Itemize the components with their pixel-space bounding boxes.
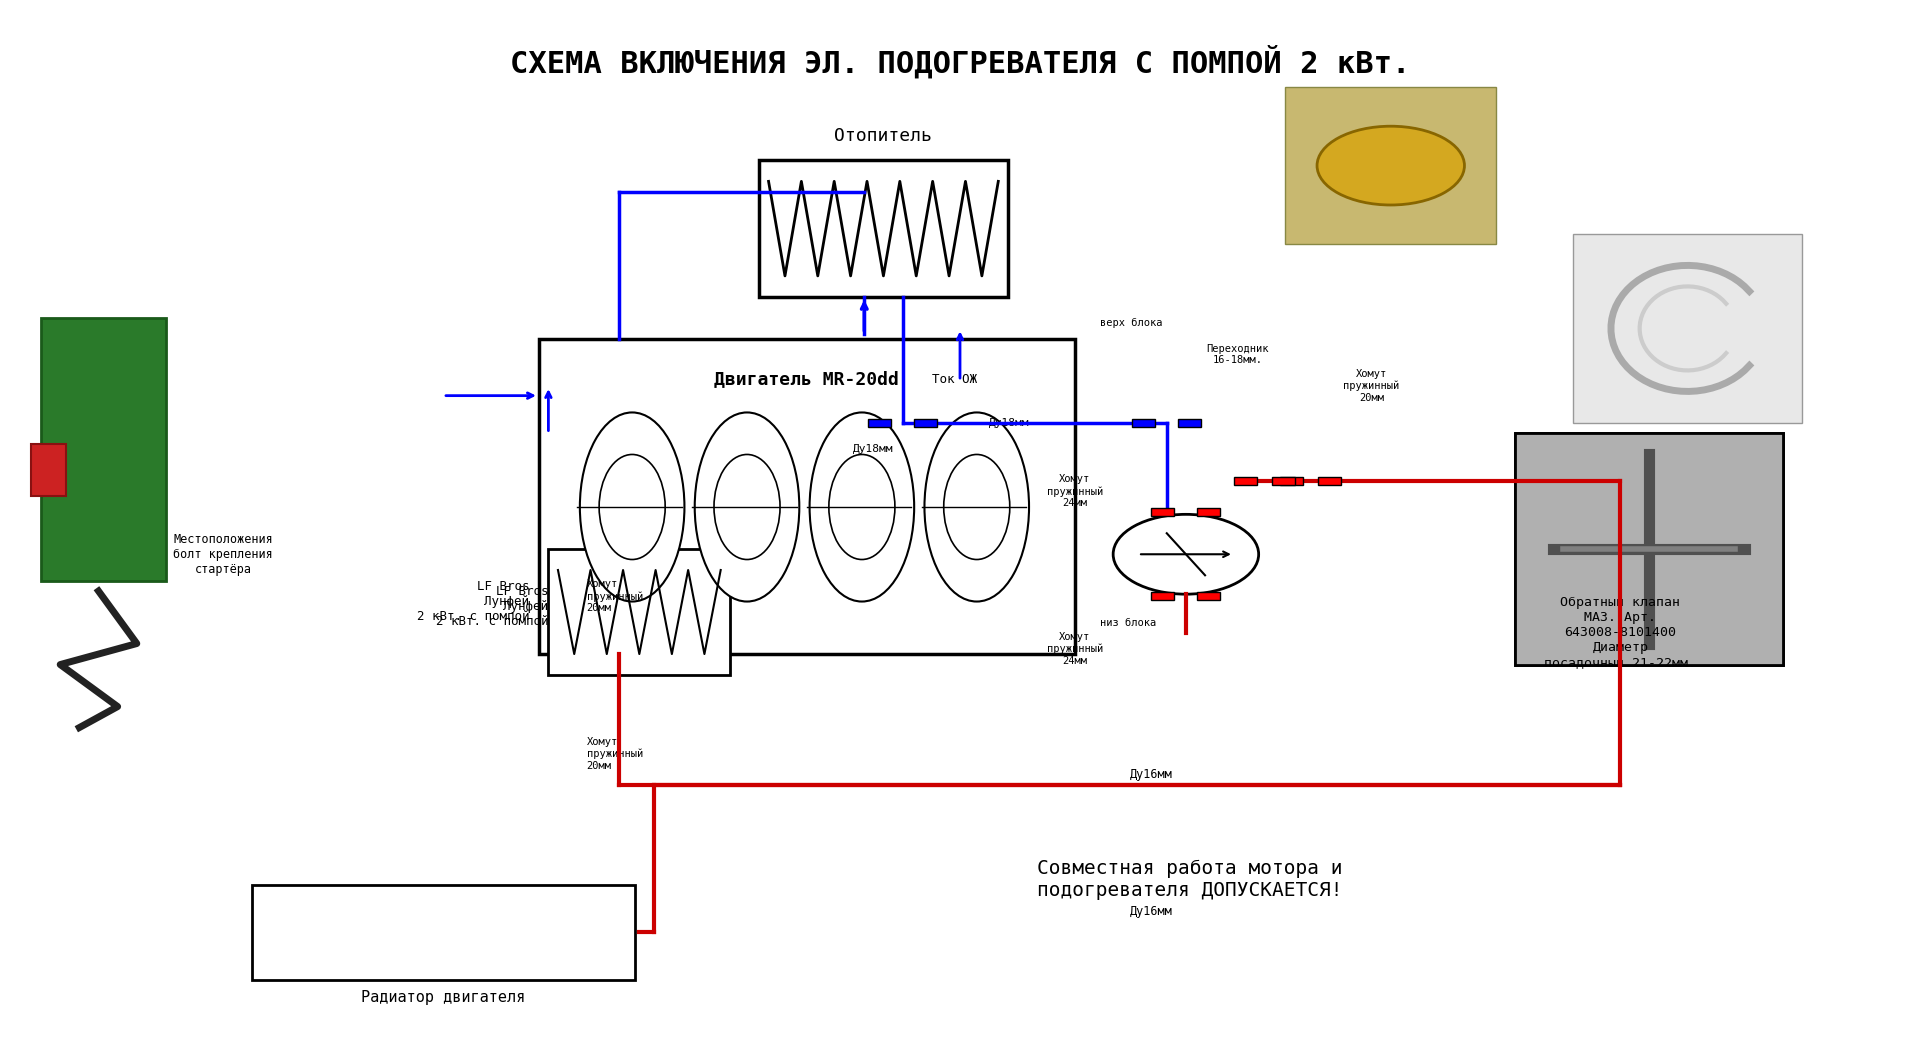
Ellipse shape <box>945 454 1010 560</box>
Bar <box>1515 433 1784 664</box>
Text: Радиатор двигателя: Радиатор двигателя <box>361 991 526 1005</box>
Bar <box>40 318 165 581</box>
Text: Ду18мм: Ду18мм <box>989 418 1029 428</box>
Ellipse shape <box>829 454 895 560</box>
Text: Обратный клапан
МАЗ. Арт.
643008-8101400
Диаметр
посадочный 21-22мм.: Обратный клапан МАЗ. Арт. 643008-8101400… <box>1544 597 1697 670</box>
Text: LF Bros
Лунфей
2 кВт. с помпой: LF Bros Лунфей 2 кВт. с помпой <box>417 580 530 623</box>
Ellipse shape <box>924 413 1029 602</box>
Text: Ток ОЖ: Ток ОЖ <box>931 373 977 386</box>
Ellipse shape <box>599 454 664 560</box>
Bar <box>252 885 634 980</box>
Bar <box>1235 476 1258 485</box>
Text: Совместная работа мотора и
подогревателя ДОПУСКАЕТСЯ!: Совместная работа мотора и подогревателя… <box>1037 860 1342 901</box>
Text: Двигатель MR-20dd: Двигатель MR-20dd <box>714 371 899 389</box>
Bar <box>1198 508 1221 516</box>
Text: Хомут
пружинный
20мм: Хомут пружинный 20мм <box>588 737 643 771</box>
Bar <box>1317 476 1340 485</box>
Ellipse shape <box>1317 127 1465 205</box>
Text: LF Bros
Лунфей
2 кВт. с помпой: LF Bros Лунфей 2 кВт. с помпой <box>436 585 549 628</box>
Bar <box>540 339 1075 654</box>
Bar <box>868 419 891 428</box>
Bar <box>31 444 65 496</box>
Circle shape <box>1114 514 1260 595</box>
Bar <box>758 161 1008 297</box>
Bar <box>1152 508 1175 516</box>
Bar <box>1572 233 1803 423</box>
Text: Ду16мм: Ду16мм <box>1131 905 1173 918</box>
Ellipse shape <box>695 413 799 602</box>
Text: Хомут
пружинный
24мм: Хомут пружинный 24мм <box>1046 631 1102 665</box>
Text: Ду18мм: Ду18мм <box>852 445 893 454</box>
Bar <box>1198 592 1221 601</box>
Bar <box>914 419 937 428</box>
Bar <box>1152 592 1175 601</box>
Ellipse shape <box>810 413 914 602</box>
Bar <box>1281 476 1302 485</box>
Text: Переходник
16-18мм.: Переходник 16-18мм. <box>1206 344 1269 365</box>
Bar <box>1273 476 1294 485</box>
Text: Хомут
пружинный
24мм: Хомут пружинный 24мм <box>1046 474 1102 508</box>
Bar <box>1179 419 1202 428</box>
Ellipse shape <box>580 413 684 602</box>
Ellipse shape <box>714 454 780 560</box>
Bar <box>1286 87 1496 244</box>
Text: Местоположения
болт крепления
стартёра: Местоположения болт крепления стартёра <box>173 533 273 576</box>
Text: Отопитель: Отопитель <box>835 127 933 145</box>
Text: Хомут
пружинный
20мм: Хомут пружинный 20мм <box>588 580 643 614</box>
Text: СХЕМА ВКЛЮЧЕНИЯ ЭЛ. ПОДОГРЕВАТЕЛЯ С ПОМПОЙ 2 кВт.: СХЕМА ВКЛЮЧЕНИЯ ЭЛ. ПОДОГРЕВАТЕЛЯ С ПОМП… <box>511 44 1409 78</box>
Bar <box>1515 433 1784 664</box>
Text: Ду16мм: Ду16мм <box>1131 769 1173 781</box>
Bar <box>1133 419 1156 428</box>
Bar <box>549 549 730 675</box>
Text: низ блока: низ блока <box>1100 618 1156 627</box>
Text: верх блока: верх блока <box>1100 318 1162 328</box>
Text: Хомут
пружинный
20мм: Хомут пружинный 20мм <box>1344 370 1400 403</box>
